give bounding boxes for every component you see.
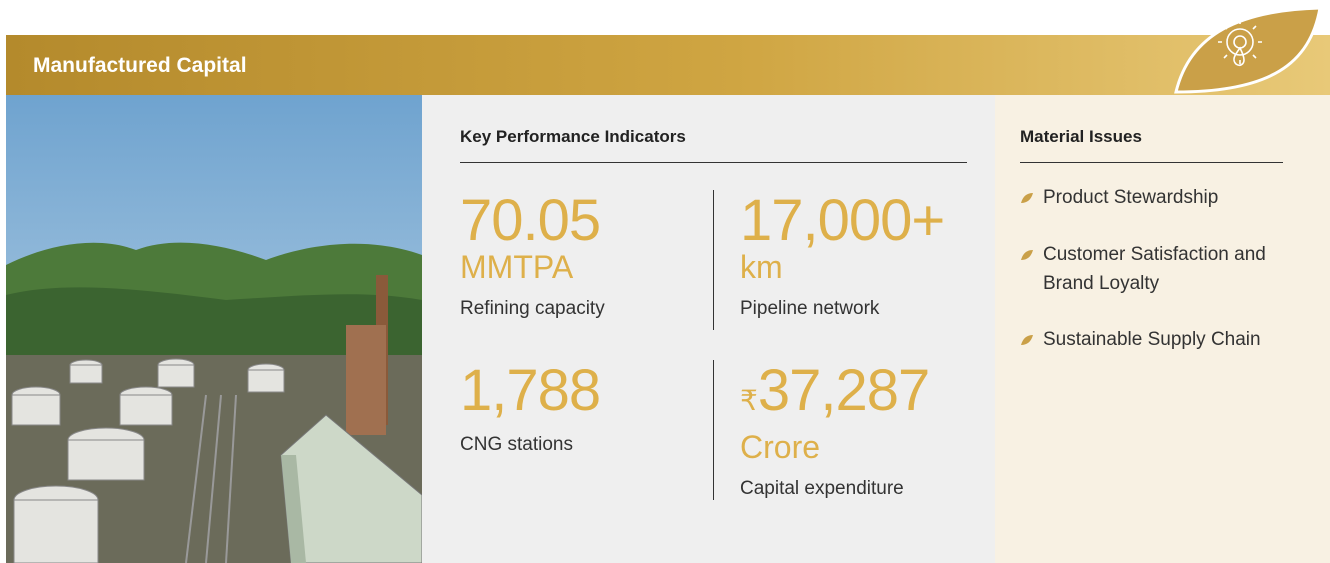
material-panel: Material Issues Product Stewardship Custo… <box>995 95 1330 563</box>
kpi: 1,788 CNG stations <box>460 362 600 456</box>
material-title: Material Issues <box>1020 127 1142 147</box>
kpi-value: 1,788 <box>460 362 600 420</box>
issue-text: Product Stewardship <box>1043 187 1218 208</box>
rule <box>1020 162 1283 163</box>
kpi-currency: ₹ <box>740 385 758 416</box>
kpi-unit: Crore <box>740 430 929 464</box>
kpi-unit: MMTPA <box>460 250 605 284</box>
material-issue: Product Stewardship <box>1043 183 1313 212</box>
header-title: Manufactured Capital <box>33 54 247 78</box>
kpi: 17,000+km Pipeline network <box>740 192 944 320</box>
kpi-label: Refining capacity <box>460 298 605 320</box>
kpi-value: 17,000+ <box>740 192 944 250</box>
kpi-label: CNG stations <box>460 434 600 456</box>
header-bar: Manufactured Capital <box>6 35 1330 95</box>
leaf-bullet <box>1021 250 1033 260</box>
kpi-unit: km <box>740 250 944 284</box>
refinery-photo <box>6 95 422 563</box>
material-issue: Customer Satisfaction and Brand Loyalty <box>1043 240 1313 298</box>
kpi-value: ₹37,287 <box>740 362 929 430</box>
divider <box>713 190 714 330</box>
divider <box>713 360 714 500</box>
leaf-bullet <box>1021 335 1033 345</box>
kpi-value: 70.05 <box>460 192 605 250</box>
kpi-title: Key Performance Indicators <box>460 127 686 147</box>
issue-text: Sustainable Supply Chain <box>1043 329 1261 350</box>
issue-text: Customer Satisfaction and Brand Loyalty <box>1043 244 1266 294</box>
page: Manufactured Capital <box>0 0 1330 563</box>
kpi-number: 37,287 <box>758 358 929 423</box>
leaf-bullet <box>1021 193 1033 203</box>
kpi-number: 1,788 <box>460 358 600 423</box>
kpi-number: 17,000+ <box>740 188 944 253</box>
kpi-label: Pipeline network <box>740 298 944 320</box>
kpi-number: 70.05 <box>460 188 600 253</box>
kpi-label: Capital expenditure <box>740 478 929 500</box>
leaf-icon <box>1170 4 1326 96</box>
material-issue: Sustainable Supply Chain <box>1043 325 1313 354</box>
rule <box>460 162 967 163</box>
